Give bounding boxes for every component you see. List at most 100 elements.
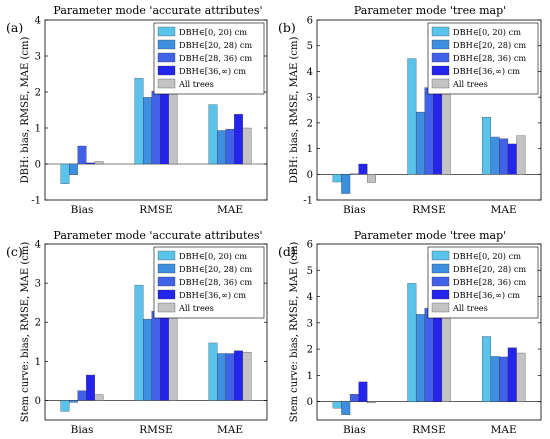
y-tick-label: 6 [307,240,313,251]
bar-mae-series-1 [208,342,218,401]
bar-mae-series-3 [499,138,509,175]
legend-entry: All trees [452,79,488,89]
y-tick-label: 3 [307,93,313,104]
y-tick-label: 2 [307,345,313,356]
chart-panel-4: (d) Parameter mode 'tree map' Stem curve: … [278,229,542,436]
bar-rmse-series-1 [134,78,144,165]
bar-rmse-series-5 [441,305,451,402]
bar-rmse-series-1 [407,58,417,175]
bar-bias-series-3 [77,390,87,401]
bar-rmse-series-5 [168,308,178,401]
legend-swatch [431,65,450,76]
y-tick-label: 1 [307,371,313,382]
legend-swatch [157,52,176,63]
bar-bias-series-4 [358,163,368,175]
y-tick-label: 4 [35,16,41,27]
bar-mae-series-1 [208,104,218,165]
bar-mae-series-5 [516,352,526,402]
chart-title: Parameter mode 'tree map' [354,4,506,17]
y-tick-label: 1 [35,357,41,368]
y-tick-label: 0 [307,170,313,181]
bar-mae-series-5 [242,352,252,401]
legend-swatch [431,78,450,89]
chart-title: Parameter mode 'tree map' [354,229,506,242]
bar-bias-series-5 [367,401,376,404]
legend-swatch [157,276,176,287]
y-tick-label: 0 [35,160,41,171]
legend-swatch [431,39,450,50]
y-tick-label: 4 [307,67,313,78]
legend-entry: All trees [178,79,214,89]
y-tick-label: 1 [35,124,41,135]
bar-rmse-series-5 [441,91,451,175]
bar-rmse-series-5 [168,88,178,165]
y-tick-label: 2 [35,88,41,99]
y-tick-label: -1 [303,196,313,207]
y-tick-label: 0 [307,397,313,408]
y-tick-label: 6 [307,16,313,27]
x-tick-label: RMSE [412,424,446,436]
bar-bias-series-3 [349,394,359,402]
plot-frame [316,243,542,421]
bar-rmse-series-3 [151,311,161,401]
legend-swatch [157,78,176,89]
legend-entry: DBH∈[36,∞) cm [453,66,520,76]
chart-panel-3: (c) Parameter mode 'accurate attributes' S… [6,229,268,436]
legend-swatch [157,250,176,261]
legend-entry: DBH∈[36,∞) cm [179,290,246,300]
legend-entry: DBH∈[0, 20) cm [179,27,247,37]
bar-rmse-series-3 [151,91,161,165]
x-tick-label: Bias [343,204,366,216]
legend-entry: DBH∈[20, 28) cm [453,264,526,274]
bar-mae-series-3 [225,353,235,401]
y-tick-label: 2 [35,318,41,329]
y-tick-label: 4 [35,240,41,251]
y-tick-label: 3 [35,52,41,63]
bar-bias-series-2 [341,174,351,194]
chart-panel-2: (b) Parameter mode 'tree map' DBH: bias, R… [278,4,542,216]
bar-rmse-series-2 [415,111,425,175]
bar-mae-series-2 [490,356,500,402]
bar-mae-series-2 [490,136,500,175]
legend-swatch [431,263,450,274]
x-tick-label: MAE [217,204,243,216]
plot-frame [316,19,542,201]
bar-mae-series-4 [234,350,243,401]
bar-mae-series-1 [482,336,491,402]
legend-swatch [431,289,450,300]
legend-entry: All trees [452,303,488,313]
x-tick-label: MAE [491,424,517,436]
legend-entry: DBH∈[36,∞) cm [179,66,246,76]
y-tick-label: 1 [307,144,313,155]
bar-rmse-series-4 [433,88,443,175]
bar-rmse-series-3 [424,308,434,402]
legend-swatch [157,289,176,300]
x-tick-label: MAE [491,204,517,216]
bar-mae-series-4 [507,143,517,175]
bar-rmse-series-4 [433,304,443,402]
legend-entry: DBH∈[28, 36) cm [453,277,526,287]
bar-rmse-series-1 [407,283,417,402]
y-tick-label: 0 [35,396,41,407]
x-tick-label: RMSE [412,204,446,216]
y-axis-label: DBH: bias, RMSE, MAE (cm) [289,37,300,184]
legend-swatch [157,39,176,50]
panel-letter: (b) [278,20,296,35]
bar-mae-series-5 [242,127,252,165]
legend-swatch [431,302,450,313]
y-tick-label: 3 [35,279,41,290]
y-tick-label: 5 [307,266,313,277]
y-axis-label: Stem curve: bias, RMSE, MAE (cm) [289,242,300,423]
x-tick-label: Bias [71,424,94,436]
chart-title: Parameter mode 'accurate attributes' [53,229,262,242]
y-tick-label: 3 [307,318,313,329]
x-tick-label: Bias [343,424,366,436]
legend-entry: DBH∈[20, 28) cm [179,40,252,50]
bar-mae-series-2 [217,130,226,165]
panel-letter: (a) [6,20,23,35]
legend-swatch [431,52,450,63]
bar-bias-series-5 [367,174,376,183]
x-tick-label: MAE [217,424,243,436]
bar-mae-series-3 [225,128,235,165]
